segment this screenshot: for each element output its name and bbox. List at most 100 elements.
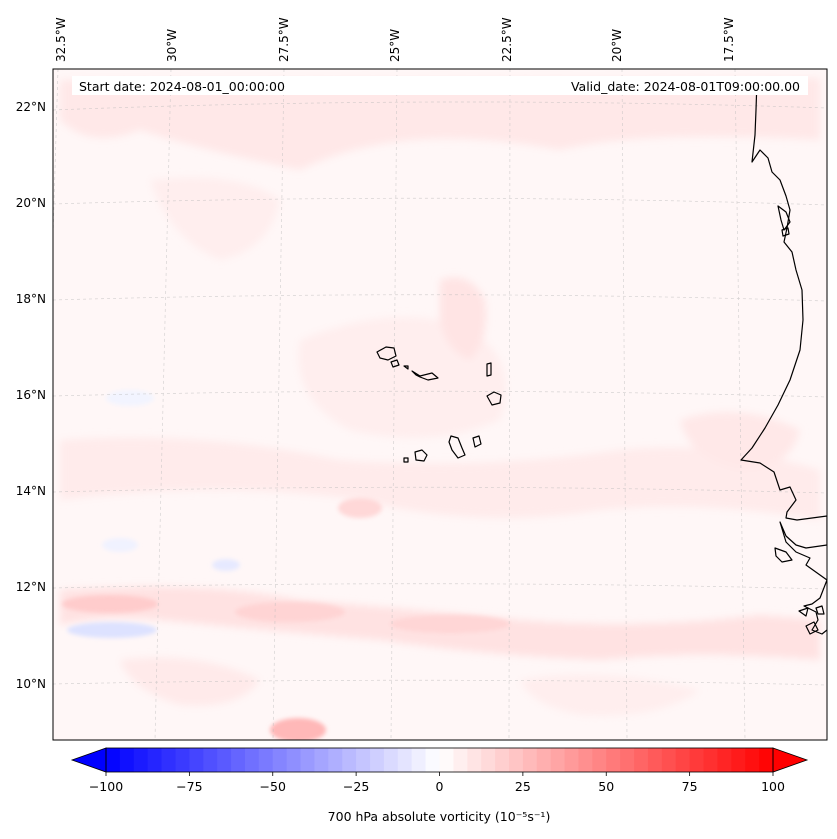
colorbar-tick-label: −50	[260, 779, 286, 794]
parallel-18n	[53, 294, 827, 302]
island-maio	[472, 435, 482, 448]
colorbar-ticks: −100 −75 −50 −25 0 25 50 75 100	[89, 772, 785, 794]
meridian-22-5w	[508, 69, 511, 740]
parallel-16n	[53, 390, 827, 398]
colorbar-tick-label: −75	[176, 779, 202, 794]
valid-date-label: Valid_date: 2024-08-01T09:00:00.00	[571, 79, 800, 94]
colorbar-cell	[411, 748, 427, 772]
colorbar-cell	[564, 748, 580, 772]
parallel-20n	[53, 197, 827, 206]
vort-max-south	[270, 718, 326, 740]
lat-label-22n: 22°N	[16, 100, 46, 114]
meridian-25w	[390, 69, 398, 740]
vort-max-12n	[338, 498, 382, 518]
colorbar-cell	[300, 748, 316, 772]
parallel-22n	[53, 101, 827, 111]
coastline-bijagos-c	[815, 605, 825, 615]
coastlines	[376, 79, 827, 635]
lat-label-20n: 20°N	[16, 196, 46, 210]
parallel-14n	[53, 486, 827, 494]
colorbar-cell	[272, 748, 288, 772]
plot-frame	[52, 68, 828, 741]
lat-label-12n: 12°N	[16, 580, 46, 594]
island-sao-nicolau	[411, 370, 439, 381]
island-santo-antao	[376, 346, 397, 361]
vort-min-13n	[212, 559, 240, 571]
colorbar-cell	[175, 748, 190, 772]
colorbar-cell	[231, 748, 246, 772]
field-patch-west	[150, 177, 280, 260]
field-patch-north	[60, 78, 820, 170]
field-patch-sw	[120, 657, 260, 706]
colorbar-cell	[620, 748, 635, 772]
colorbar-cell	[606, 748, 621, 772]
latitude-labels: 22°N 20°N 18°N 16°N 14°N 12°N 10°N	[16, 100, 46, 691]
island-sao-vicente	[390, 359, 400, 368]
lat-label-14n: 14°N	[16, 484, 46, 498]
colorbar-tick-label: 0	[436, 779, 444, 794]
colorbar-cell	[397, 748, 413, 772]
vort-min-13n-b	[102, 538, 138, 552]
colorbar-cell	[467, 748, 482, 772]
island-santa-luzia	[403, 365, 409, 370]
lat-label-18n: 18°N	[16, 292, 46, 306]
field-patch-island	[440, 277, 486, 360]
vort-max-11n-east	[390, 615, 510, 633]
colorbar-cell	[634, 748, 649, 772]
island-santiago	[448, 435, 466, 459]
colorbar-cell	[189, 748, 204, 772]
island-brava	[403, 457, 409, 463]
colorbar-cell	[119, 748, 135, 772]
meridian-27-5w	[272, 69, 285, 740]
colorbar-cell	[356, 748, 371, 772]
colorbar-cell	[161, 748, 177, 772]
colorbar-cell	[244, 748, 260, 772]
coastline-africa	[740, 79, 827, 635]
field-patch-east	[680, 412, 800, 470]
colorbar-extend-low	[70, 747, 107, 773]
meridian-20w	[621, 69, 628, 740]
vort-min-16n	[106, 390, 154, 406]
colorbar-cell	[495, 748, 510, 772]
colorbar-cell	[689, 748, 705, 772]
vort-min-11n	[67, 622, 157, 638]
colorbar-cell	[314, 748, 329, 772]
colorbar-cell	[370, 748, 385, 772]
colorbar-cell	[508, 748, 524, 772]
colorbar-cell	[453, 748, 468, 772]
colorbar-cell	[550, 748, 566, 772]
colorbar-tick-label: 50	[598, 779, 614, 794]
meridian-30w	[154, 69, 172, 740]
colorbar-cell	[578, 748, 593, 772]
lon-label-32-5w: 32.5°W	[54, 17, 68, 62]
coastline-bijagos-a	[798, 607, 809, 617]
vort-max-11n-west	[62, 595, 158, 613]
colorbar-cell	[675, 748, 691, 772]
lon-label-17-5w: 17.5°W	[722, 17, 736, 62]
colorbar-cell	[217, 748, 232, 772]
colorbar-cell	[647, 748, 663, 772]
colorbar-cell	[258, 748, 274, 772]
colorbar: −100 −75 −50 −25 0 25 50 75 100 700 hPa absolute…	[70, 747, 809, 824]
vorticity-field	[60, 78, 820, 740]
colorbar-tick-label: −25	[343, 779, 369, 794]
lon-label-25w: 25°W	[388, 29, 402, 62]
colorbar-cell	[661, 748, 677, 772]
colorbar-cell	[439, 748, 454, 772]
colorbar-tick-label: 25	[515, 779, 531, 794]
colorbar-extend-high	[772, 747, 809, 773]
lon-label-30w: 30°W	[165, 29, 179, 62]
date-banner	[72, 76, 808, 95]
colorbar-cell	[731, 748, 746, 772]
colorbar-cell	[481, 748, 496, 772]
colorbar-cell	[536, 748, 552, 772]
colorbar-tick-label: 75	[682, 779, 698, 794]
colorbar-cell	[328, 748, 343, 772]
colorbar-cell	[717, 748, 732, 772]
meridian-17-5w	[734, 69, 746, 740]
colorbar-cell	[342, 748, 357, 772]
colorbar-cells	[106, 748, 774, 772]
colorbar-label: 700 hPa absolute vorticity (10⁻⁵s⁻¹)	[328, 809, 551, 824]
coastline-africa-inlet-c	[774, 547, 793, 563]
